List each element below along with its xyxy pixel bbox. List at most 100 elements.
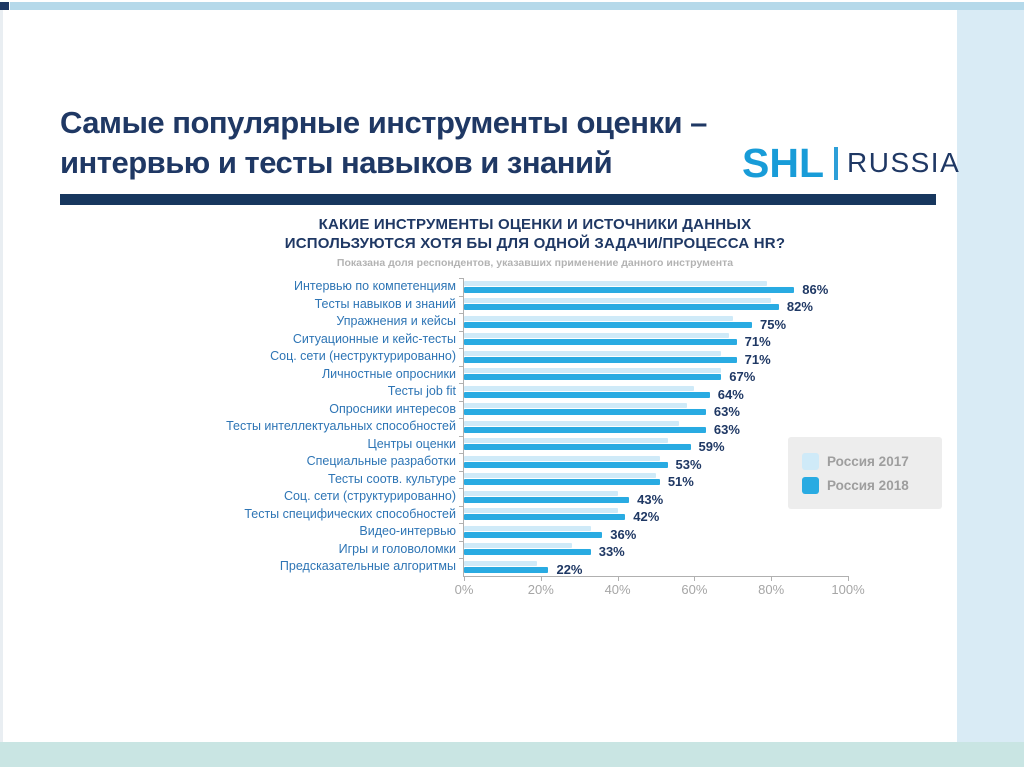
- bar-2017: [464, 455, 660, 461]
- y-axis-tick: [459, 313, 463, 314]
- bar-row: 64%: [464, 383, 848, 402]
- bar-row: 67%: [464, 366, 848, 384]
- category-label: Тесты соотв. культуре: [328, 471, 456, 486]
- x-axis-tick-label: 20%: [527, 582, 554, 597]
- category-label: Видео-интервью: [359, 524, 456, 538]
- value-label: 42%: [633, 509, 660, 524]
- x-axis-tick-label: 100%: [831, 582, 865, 597]
- bar-2017: [464, 438, 668, 443]
- chart-legend: Россия 2017 Россия 2018: [788, 437, 942, 509]
- legend-label-2017: Россия 2017: [827, 453, 909, 469]
- title-underline-bar: [60, 194, 936, 205]
- bar-2018: [464, 514, 626, 520]
- category-label: Центры оценки: [367, 436, 456, 451]
- bar-2017: [464, 280, 768, 286]
- bar-row: 75%: [464, 313, 848, 332]
- bar-2017: [464, 315, 733, 321]
- category-label: Интервью по компетенциям: [294, 279, 456, 293]
- category-label: Упражнения и кейсы: [336, 314, 456, 328]
- bar-2018: [464, 531, 603, 538]
- value-label: 67%: [729, 369, 756, 384]
- category-label: Тесты интеллектуальных способностей: [226, 419, 456, 433]
- logo-region-text: RUSSIA: [847, 147, 961, 178]
- category-label: Опросники интересов: [329, 401, 456, 416]
- chart-title-line2: ИСПОЛЬЗУЮТСЯ ХОТЯ БЫ ДЛЯ ОДНОЙ ЗАДАЧИ/ПР…: [284, 235, 786, 252]
- category-labels: Интервью по компетенциям Тесты навыков и …: [150, 278, 456, 576]
- bar-2017: [464, 385, 695, 391]
- bar-2018: [464, 374, 722, 380]
- category-label: Тесты навыков и знаний: [314, 296, 456, 311]
- category-label: Личностные опросники: [321, 366, 456, 381]
- value-label: 51%: [667, 474, 694, 489]
- x-axis-tick: [848, 575, 849, 581]
- bar-2018: [464, 444, 691, 450]
- value-label: 75%: [760, 316, 787, 332]
- category-label: Соц. сети (структурированно): [283, 489, 456, 503]
- y-axis-tick: [459, 295, 463, 297]
- frame-right-stripe: [957, 10, 1024, 742]
- x-axis-tick: [617, 575, 619, 581]
- legend-swatch-2017: [802, 452, 819, 470]
- bar-row: 36%: [464, 523, 848, 542]
- frame-top-stripe: [10, 2, 1024, 10]
- bar-row: 33%: [464, 541, 848, 559]
- bar-2018: [464, 409, 706, 415]
- slide-title-line2: интервью и тесты навыков и знаний: [60, 145, 613, 180]
- bar-row: 42%: [464, 506, 848, 524]
- y-axis-tick: [459, 453, 463, 454]
- x-axis-tick-label: 40%: [604, 582, 631, 597]
- bar-2018: [464, 339, 737, 345]
- bar-row: 51%: [464, 471, 848, 489]
- x-axis-tick: [464, 575, 465, 581]
- chart-header: КАКИЕ ИНСТРУМЕНТЫ ОЦЕНКИ И ИСТОЧНИКИ ДАН…: [190, 215, 880, 271]
- chart-title-line1: КАКИЕ ИНСТРУМЕНТЫ ОЦЕНКИ И ИСТОЧНИКИ ДАН…: [318, 216, 752, 233]
- bar-2018: [464, 356, 737, 363]
- legend-item-2018: Россия 2018: [802, 476, 942, 494]
- bar-2018: [464, 426, 706, 433]
- shl-russia-logo: SHL RUSSIA: [742, 140, 961, 186]
- bar-plot-area: 86% 82% 75% 71% 71% 67% 64% 63% 63% 59% 53% 51% 43% 4…: [455, 278, 865, 597]
- value-label: 64%: [717, 386, 744, 402]
- category-label: Предсказательные алгоритмы: [279, 559, 456, 573]
- value-label: 22%: [556, 561, 583, 577]
- bar-2018: [464, 461, 668, 468]
- bar-2017: [464, 525, 591, 531]
- category-label: Игры и головоломки: [338, 541, 456, 556]
- x-axis-tick: [540, 575, 542, 581]
- logo-brand-text: SHL: [742, 140, 824, 186]
- y-axis-tick: [459, 400, 463, 402]
- value-label: 63%: [713, 421, 740, 437]
- y-axis-tick: [459, 540, 463, 542]
- value-label: 63%: [713, 404, 740, 419]
- slide-title: Самые популярные инструменты оценки – ин…: [60, 103, 760, 183]
- y-axis-tick: [459, 383, 463, 384]
- y-axis-tick: [459, 470, 463, 472]
- y-axis-tick: [459, 278, 463, 279]
- bar-row: 22%: [464, 558, 848, 577]
- category-label: Тесты job fit: [387, 384, 456, 398]
- bar-row: 63%: [464, 401, 848, 419]
- category-label: Ситуационные и кейс-тесты: [292, 331, 456, 346]
- bar-2017: [464, 490, 618, 496]
- bar-row: 53%: [464, 453, 848, 472]
- y-axis-tick: [459, 418, 463, 419]
- value-label: 36%: [610, 526, 637, 542]
- frame-corner-square: [0, 2, 9, 10]
- bar-row: 71%: [464, 348, 848, 367]
- value-label: 71%: [744, 351, 771, 367]
- y-axis-tick: [459, 523, 463, 524]
- bar-2017: [464, 420, 680, 426]
- value-label: 59%: [698, 439, 725, 454]
- bar-row: 71%: [464, 331, 848, 349]
- y-axis-tick: [459, 365, 463, 367]
- category-label: Специальные разработки: [306, 454, 456, 468]
- bar-2017: [464, 403, 687, 408]
- y-axis-tick: [459, 505, 463, 507]
- bar-2018: [464, 566, 549, 573]
- y-axis-tick: [459, 330, 463, 332]
- frame-left-stripe: [0, 10, 3, 742]
- y-axis-tick: [459, 488, 463, 489]
- value-label: 86%: [802, 281, 829, 297]
- logo-divider-bar: [834, 146, 838, 180]
- bar-2018: [464, 496, 630, 503]
